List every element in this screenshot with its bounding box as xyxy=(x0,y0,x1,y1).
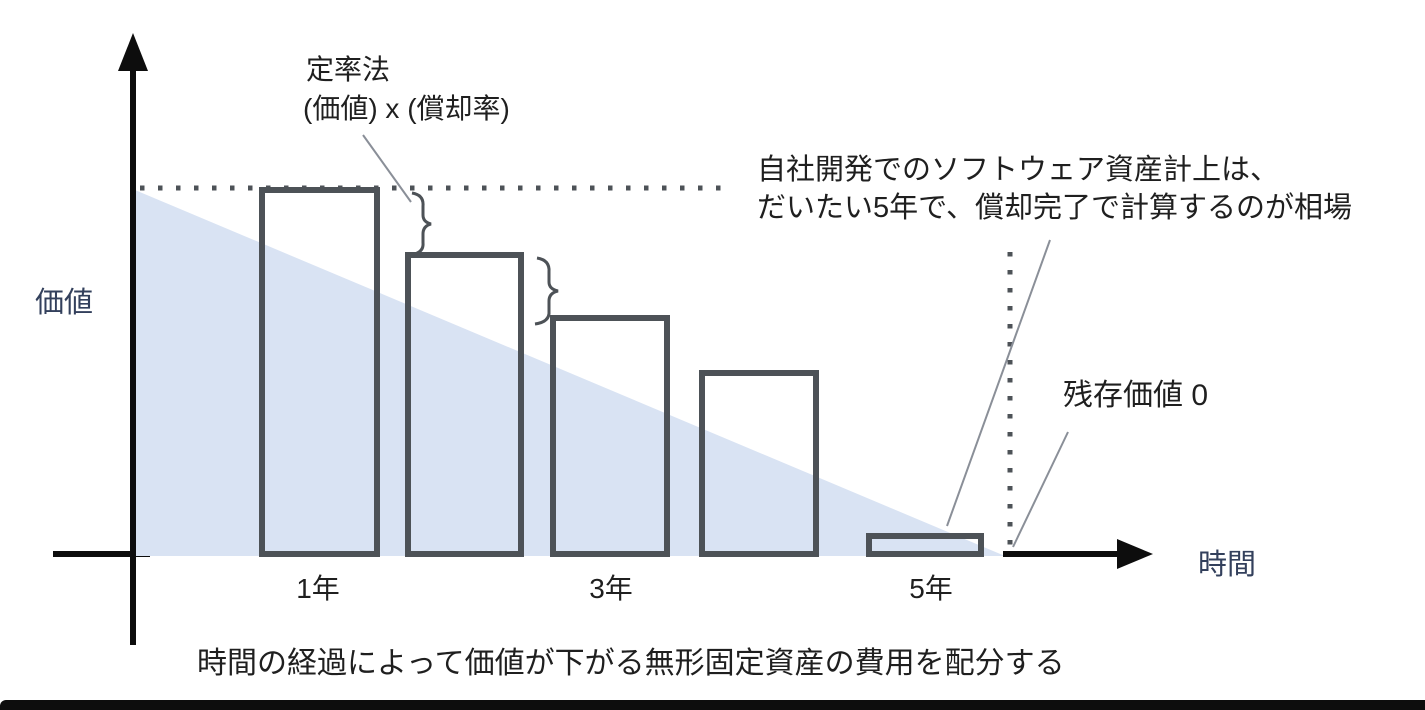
bar-year-3 xyxy=(550,315,670,557)
x-axis-label: 時間 xyxy=(1198,548,1256,581)
note-annotation-line1: 自社開発でのソフトウェア資産計上は、 xyxy=(757,153,1279,186)
video-letterbox-strip xyxy=(0,700,1425,710)
leader-line-note xyxy=(946,239,1051,527)
y-axis-arrowhead-icon xyxy=(118,33,148,71)
brace-decrement-2-icon xyxy=(534,256,559,326)
y-axis-label: 価値 xyxy=(35,286,93,319)
residual-value-label: 残存価値 0 xyxy=(1063,379,1208,412)
diagram-caption: 時間の経過によって価値が下がる無形固定資産の費用を配分する xyxy=(197,647,1065,680)
method-annotation-line1: 定率法 xyxy=(306,54,390,85)
bar-year-4 xyxy=(699,370,819,557)
method-annotation-line2: (価値) x (償却率) xyxy=(303,93,510,124)
bar-year-1 xyxy=(259,187,380,557)
x-tick-year-5: 5年 xyxy=(909,573,953,604)
note-annotation-line2: だいたい5年で、償却完了で計算するのが相場 xyxy=(757,191,1352,224)
x-tick-year-1: 1年 xyxy=(296,573,340,604)
leader-line-residual xyxy=(1012,431,1069,548)
x-axis-arrowhead-icon xyxy=(1117,539,1153,569)
bar-year-5 xyxy=(866,533,984,557)
value-triangle xyxy=(135,190,1005,556)
brace-decrement-1-icon xyxy=(409,191,432,257)
leader-line-method xyxy=(362,134,412,203)
x-tick-year-3: 3年 xyxy=(589,573,633,604)
bar-year-2 xyxy=(405,252,524,557)
